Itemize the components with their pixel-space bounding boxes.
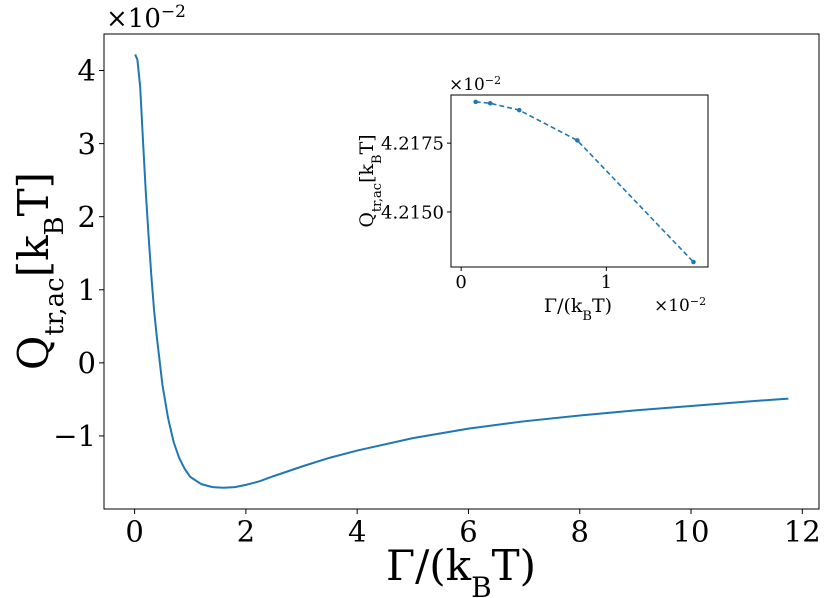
main-y-ticks: −1 0 1 2 3 4 [53, 54, 104, 453]
inset-data-point [691, 259, 696, 265]
inset-y-tick-label: 4.2175 [381, 133, 444, 154]
main-y-axis-label: Qtr,ac[kBT] [9, 172, 70, 370]
inset-x-tick-label: 1 [601, 272, 612, 293]
main-y-scale-label: ×10−2 [106, 2, 186, 34]
main-x-tick-label: 12 [784, 515, 821, 549]
main-y-tick-label: 2 [78, 200, 96, 234]
main-x-tick-label: 2 [237, 515, 255, 549]
inset-x-scale-label: ×10−2 [654, 295, 706, 317]
main-plot-frame [103, 33, 820, 510]
inset-markers [473, 99, 696, 265]
main-x-tick-label: 8 [571, 515, 589, 549]
inset-data-point [487, 100, 493, 106]
inset-data-point [516, 107, 522, 113]
main-x-tick-label: 6 [459, 515, 477, 549]
inset-plot-frame [450, 94, 709, 268]
inset-background [451, 95, 708, 267]
inset-data-point [473, 99, 478, 105]
main-y-tick-label: 3 [78, 127, 96, 161]
main-x-tick-label: 0 [125, 515, 143, 549]
main-series-line [134, 54, 789, 489]
inset-y-tick-label: 4.2150 [381, 202, 444, 223]
inset-x-tick-label: 0 [455, 272, 466, 293]
main-x-tick-label: 10 [673, 515, 710, 549]
main-x-ticks: 0 2 4 6 8 10 12 [125, 509, 821, 549]
main-x-tick-label: 4 [348, 515, 366, 549]
main-y-tick-label: 1 [78, 273, 96, 307]
inset-x-axis-label: Γ/(kBT) [544, 295, 612, 324]
main-y-tick-label: 4 [78, 54, 96, 88]
main-y-tick-label: −1 [53, 419, 96, 453]
inset-y-scale-label: ×10−2 [449, 74, 501, 96]
inset-data-point [575, 138, 580, 143]
inset-y-ticks: 4.2150 4.2175 [381, 133, 451, 223]
main-x-axis-label: Γ/(kBT) [386, 541, 536, 598]
main-y-tick-label: 0 [78, 346, 96, 380]
